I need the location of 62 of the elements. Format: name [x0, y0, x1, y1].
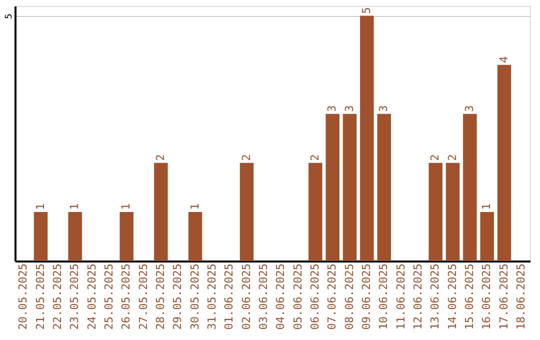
bar	[120, 212, 134, 261]
x-tick-label: 14.06.2025	[446, 264, 459, 330]
bar	[240, 162, 254, 261]
x-tick-label: 05.06.2025	[291, 264, 304, 330]
x-tick-label: 24.05.2025	[85, 264, 98, 330]
data-label: 1	[34, 203, 47, 210]
data-label: 2	[240, 154, 253, 161]
x-tick-label: 29.05.2025	[171, 264, 184, 330]
x-tick-label: 20.05.2025	[16, 264, 30, 330]
x-tick-label: 18.06.2025	[514, 264, 528, 330]
bar	[463, 114, 477, 261]
data-label: 1	[68, 203, 82, 210]
x-tick-label: 30.05.2025	[188, 264, 202, 330]
data-label: 1	[120, 203, 133, 210]
x-tick-label: 31.05.2025	[205, 264, 218, 330]
bar	[360, 16, 374, 261]
bar	[188, 212, 202, 261]
x-tick-label: 23.05.2025	[68, 264, 82, 330]
data-label: 3	[326, 105, 339, 112]
x-tick-label: 10.06.2025	[377, 264, 390, 330]
data-label: 3	[342, 105, 356, 112]
bar	[480, 212, 494, 261]
x-tick-label: 16.06.2025	[480, 264, 494, 330]
x-tick-label: 13.06.2025	[428, 264, 442, 330]
x-tick-label: 06.06.2025	[308, 264, 322, 330]
x-tick-label: 17.06.2025	[497, 264, 510, 330]
data-label: 3	[462, 105, 476, 112]
x-tick-label: 21.05.2025	[34, 264, 47, 330]
data-label: 2	[154, 154, 167, 161]
x-tick-label: 22.05.2025	[50, 264, 64, 330]
data-label: 3	[377, 105, 390, 112]
data-label: 2	[308, 154, 322, 161]
bar	[34, 212, 48, 261]
bar	[377, 114, 391, 261]
data-label: 4	[497, 56, 510, 63]
bar	[326, 114, 340, 261]
bar	[308, 162, 322, 261]
x-tick-label: 09.06.2025	[360, 264, 373, 330]
bar	[428, 162, 442, 261]
data-label: 1	[188, 203, 202, 210]
x-tick-label: 28.05.2025	[154, 264, 167, 330]
data-label: 2	[446, 154, 459, 161]
x-tick-label: 08.06.2025	[342, 264, 356, 330]
x-tick-label: 27.05.2025	[136, 264, 150, 330]
x-tick-label: 26.05.2025	[120, 264, 133, 330]
bar	[68, 212, 82, 261]
x-tick-label: 07.06.2025	[326, 264, 339, 330]
bar	[154, 162, 168, 261]
x-tick-label: 04.06.2025	[274, 264, 288, 330]
x-tick-label: 01.06.2025	[222, 264, 236, 330]
x-tick-label: 25.05.2025	[102, 264, 116, 330]
bar	[497, 64, 512, 261]
data-label: 2	[428, 154, 442, 161]
data-label: 1	[480, 203, 494, 210]
bar	[342, 114, 357, 261]
x-tick-label: 03.06.2025	[256, 264, 270, 330]
x-tick-label: 11.06.2025	[394, 264, 408, 330]
data-label: 5	[360, 7, 373, 14]
bar	[446, 162, 460, 261]
x-tick-label: 02.06.2025	[240, 264, 253, 330]
x-tick-label: 15.06.2025	[462, 264, 476, 330]
x-tick-label: 12.06.2025	[411, 264, 424, 330]
